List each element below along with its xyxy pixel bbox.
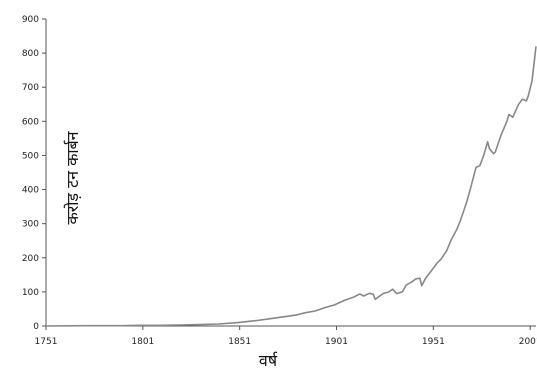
series-line [45, 46, 537, 327]
y-tick-label: 200 [22, 254, 39, 264]
y-tick-label: 600 [22, 117, 39, 127]
y-axis-title: करोड़ टन कार्बन [63, 130, 82, 224]
y-tick-label: 500 [22, 151, 39, 161]
y-tick-label: 800 [22, 49, 39, 59]
x-tick-label: 1851 [228, 337, 251, 347]
x-tick-label: 1801 [131, 337, 154, 347]
x-tick-label: 1901 [325, 337, 348, 347]
y-tick-label: 300 [22, 220, 39, 230]
y-tick-label: 400 [22, 186, 39, 196]
y-tick-label: 900 [22, 15, 39, 25]
plot-area: 0 100 200 300 400 500 600 700 800 900 1751 1801 185… [22, 15, 537, 347]
y-tick-label: 100 [22, 288, 39, 298]
y-tick-label: 0 [33, 322, 39, 332]
x-tick-label: 2001 [519, 337, 537, 347]
x-axis-title: वर्ष [259, 351, 278, 370]
x-tick-label: 1951 [422, 337, 445, 347]
x-axis-ticks: 1751 1801 1851 1901 1951 2001 [35, 326, 537, 347]
y-tick-label: 700 [22, 83, 39, 93]
x-tick-label: 1751 [35, 337, 58, 347]
y-axis-ticks: 0 100 200 300 400 500 600 700 800 900 [22, 15, 46, 332]
